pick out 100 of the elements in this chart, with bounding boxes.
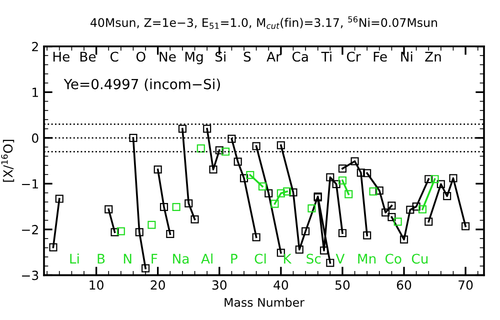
point — [264, 189, 273, 198]
point — [424, 218, 433, 226]
y-tick-label: −2 — [22, 224, 38, 234]
point — [308, 204, 316, 212]
point — [104, 205, 113, 214]
point — [283, 187, 292, 196]
point — [203, 124, 212, 133]
point — [320, 246, 328, 255]
point — [258, 182, 266, 190]
annotation: S — [244, 52, 251, 62]
point — [338, 229, 346, 238]
point — [166, 230, 174, 238]
point — [363, 231, 372, 240]
x-axis-title: Mass Number — [224, 298, 304, 307]
point — [55, 194, 64, 203]
point — [344, 190, 353, 198]
annotation: P — [231, 254, 238, 264]
point — [234, 158, 242, 166]
annotation: Si — [215, 51, 226, 62]
point — [172, 202, 180, 212]
annotation: Co — [385, 254, 402, 264]
point — [350, 157, 359, 166]
y-tick-label: −3 — [22, 270, 38, 280]
point — [148, 220, 156, 229]
annotation: Cu — [412, 254, 428, 264]
annotation: Na — [173, 254, 189, 264]
point — [338, 176, 346, 185]
annotation: Mg — [185, 52, 203, 64]
annotation: Li — [70, 253, 79, 264]
annotation: Ye=0.4997 (incom−Si) — [64, 78, 220, 91]
annotation: He — [53, 52, 70, 62]
annotation: Al — [201, 253, 212, 264]
point — [190, 215, 199, 224]
x-tick-label: 20 — [150, 280, 165, 290]
annotation: K — [284, 254, 292, 264]
point — [406, 206, 414, 214]
point — [270, 200, 279, 208]
point — [196, 144, 205, 152]
point — [215, 146, 224, 154]
x-tick-label: 50 — [335, 280, 350, 290]
point — [289, 188, 298, 196]
y-tick-label: −1 — [22, 179, 38, 188]
point — [240, 174, 248, 182]
annotation: Be — [80, 52, 96, 62]
annotation: Ni — [401, 51, 412, 62]
annotation: F — [152, 254, 158, 264]
point — [332, 180, 340, 188]
point — [295, 246, 304, 254]
point — [209, 165, 218, 174]
y-axis-title: [X/$^{16}$O] — [1, 140, 14, 182]
point — [154, 165, 162, 174]
point — [135, 228, 144, 236]
point — [252, 233, 260, 242]
point — [110, 228, 119, 236]
point — [228, 134, 236, 143]
point — [356, 168, 365, 177]
point — [436, 180, 445, 188]
point — [302, 227, 310, 236]
point — [388, 202, 396, 210]
point — [363, 169, 372, 178]
point — [246, 170, 254, 180]
annotation: Ca — [292, 52, 308, 62]
point — [129, 134, 138, 142]
y-tick-label: 0 — [32, 133, 38, 143]
point — [338, 164, 346, 173]
point — [462, 222, 470, 230]
x-tick-label: 40 — [274, 280, 288, 290]
y-tick-label: 1 — [32, 88, 38, 97]
point — [49, 243, 58, 252]
annotation: Cl — [254, 253, 266, 264]
chart-title: 40Msun, Z=1e−3, E$_{51}$=1.0, M$_{cut}$(fin)=3.17, $^{56}$Ni=0.07Msun — [90, 16, 437, 29]
x-tick-label: 60 — [396, 280, 412, 290]
annotation: B — [98, 254, 105, 264]
point — [326, 173, 334, 182]
annotation: Ne — [160, 52, 176, 62]
point — [369, 187, 378, 196]
point — [388, 213, 396, 222]
point — [412, 202, 420, 211]
point — [326, 258, 334, 267]
point — [276, 189, 285, 198]
point — [375, 186, 384, 195]
point — [400, 235, 408, 244]
annotation: Mn — [358, 254, 376, 264]
annotation: Fe — [374, 52, 387, 62]
point — [276, 248, 285, 257]
x-tick-label: 70 — [458, 280, 473, 290]
point — [178, 124, 186, 133]
annotation: N — [124, 254, 132, 264]
annotation: C — [110, 52, 118, 62]
x-tick-label: 30 — [212, 280, 227, 290]
annotation: Sc — [306, 254, 321, 264]
point — [160, 202, 168, 212]
point — [443, 192, 452, 200]
point — [382, 208, 390, 217]
y-tick-label: 2 — [32, 42, 38, 52]
point — [424, 175, 433, 184]
point — [430, 175, 439, 184]
annotation: Ti — [321, 51, 332, 62]
point — [418, 205, 426, 214]
point — [252, 142, 260, 150]
